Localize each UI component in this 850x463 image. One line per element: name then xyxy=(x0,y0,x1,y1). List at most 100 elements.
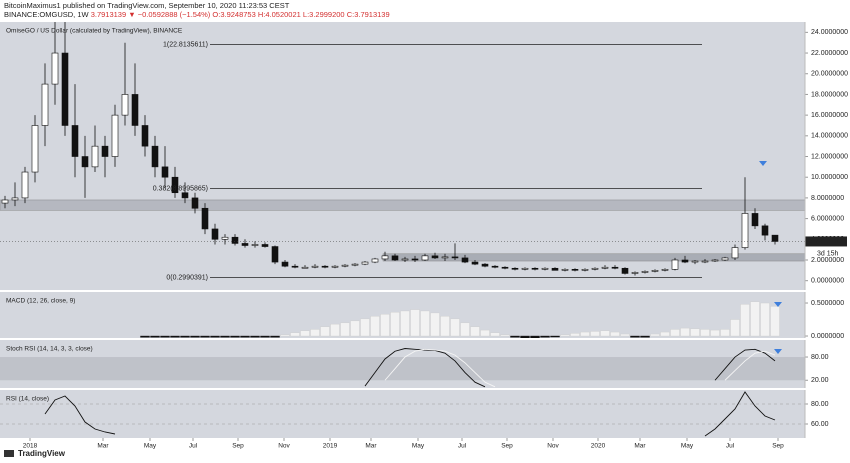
histogram-bar xyxy=(430,312,440,337)
x-tick-label: Nov xyxy=(278,443,290,450)
pane-title: Stoch RSI (14, 14, 3, 3, close) xyxy=(6,346,93,353)
y-tick-label: 16.0000000 xyxy=(811,112,848,119)
histogram-bar xyxy=(180,335,190,338)
candle-body xyxy=(271,246,279,263)
y-tick-label: 6.0000000 xyxy=(811,215,844,222)
candle-body xyxy=(471,261,479,265)
candle-body xyxy=(211,228,219,240)
candle-body xyxy=(141,125,149,147)
candle-body xyxy=(321,265,329,268)
zone xyxy=(0,199,805,211)
y-tick-label: 0.0000000 xyxy=(811,333,844,340)
histogram-bar xyxy=(550,335,560,338)
y-tick-label: 12.0000000 xyxy=(811,153,848,160)
x-tick-label: Jul xyxy=(189,443,198,450)
histogram-bar xyxy=(760,302,770,337)
candle-body xyxy=(361,261,369,265)
marker xyxy=(774,302,782,307)
histogram-bar xyxy=(670,329,680,337)
histogram-bar xyxy=(210,335,220,338)
candle-body xyxy=(21,171,29,199)
histogram-bar xyxy=(750,301,760,337)
y-tick-label: 2.0000000 xyxy=(811,257,844,264)
y-tick-label: 24.0000000 xyxy=(811,29,848,36)
histogram-bar xyxy=(660,331,670,337)
y-tick-label: 20.00 xyxy=(811,377,829,384)
histogram-bar xyxy=(720,329,730,337)
candle-body xyxy=(551,267,559,271)
histogram-bar xyxy=(280,334,290,337)
candle-body xyxy=(31,125,39,173)
histogram-bar xyxy=(590,331,600,337)
candle-body xyxy=(221,236,229,240)
pane xyxy=(0,348,805,388)
candle-body xyxy=(641,271,649,273)
candle-body xyxy=(521,267,529,270)
candle-body xyxy=(301,266,309,269)
histogram-bar xyxy=(740,304,750,337)
histogram-bar xyxy=(530,335,540,338)
price: 3.7913139 xyxy=(91,10,126,19)
candle-body xyxy=(421,255,429,261)
x-tick-label: Sep xyxy=(232,443,244,450)
x-tick-label: Sep xyxy=(501,443,513,450)
histogram-bar xyxy=(150,335,160,338)
histogram-bar xyxy=(160,335,170,338)
histogram-bar xyxy=(540,335,550,338)
histogram-bar xyxy=(480,329,490,337)
histogram-bar xyxy=(200,335,210,338)
candle-body xyxy=(41,83,49,126)
histogram-bar xyxy=(420,310,430,337)
fib-label: 1(22.8135611) xyxy=(163,41,208,48)
candle-body xyxy=(101,145,109,157)
y-tick-label: 20.0000000 xyxy=(811,71,848,78)
candle-body xyxy=(281,261,289,267)
histogram-bar xyxy=(570,333,580,337)
candle-body xyxy=(71,125,79,157)
y-tick-label: 14.0000000 xyxy=(811,133,848,140)
candle-body xyxy=(501,266,509,269)
band xyxy=(0,357,805,381)
y-tick-label: 8.0000000 xyxy=(811,195,844,202)
histogram-bar xyxy=(710,329,720,337)
candle-body xyxy=(381,255,389,260)
histogram-bar xyxy=(270,335,280,338)
histogram-bar xyxy=(230,335,240,338)
histogram-bar xyxy=(560,334,570,337)
histogram-bar xyxy=(390,312,400,337)
x-tick-label: Jul xyxy=(458,443,467,450)
candle-body xyxy=(661,269,669,271)
histogram-bar xyxy=(520,335,530,338)
histogram-bar xyxy=(400,310,410,337)
candle-body xyxy=(671,259,679,270)
change: ▼ −0.0592888 (−1.54%) xyxy=(128,10,211,19)
brand: TradingView xyxy=(18,449,66,458)
candle-body xyxy=(341,264,349,267)
candle-body xyxy=(581,269,589,271)
candle-body xyxy=(731,247,739,259)
histogram-bar xyxy=(380,314,390,337)
marker xyxy=(774,349,782,354)
y-tick-label: 10.0000000 xyxy=(811,174,848,181)
histogram-bar xyxy=(170,335,180,338)
candle-body xyxy=(561,269,569,271)
histogram-bar xyxy=(470,326,480,337)
y-tick-label: 0.0000000 xyxy=(811,278,844,285)
histogram-bar xyxy=(220,335,230,338)
candle-body xyxy=(681,259,689,263)
candle-body xyxy=(621,267,629,274)
histogram-bar xyxy=(350,320,360,337)
histogram-bar xyxy=(440,316,450,337)
candle-body xyxy=(121,94,129,116)
pane-title: RSI (14, close) xyxy=(6,396,49,403)
pane-title: MACD (12, 26, close, 9) xyxy=(6,298,75,305)
candle-body xyxy=(411,258,419,261)
histogram-bar xyxy=(410,309,420,337)
fib-label: 0(0.2990391) xyxy=(166,274,208,281)
candle-body xyxy=(771,234,779,242)
logo xyxy=(4,450,14,457)
publisher: BitcoinMaximus1 published on TradingView… xyxy=(4,1,290,10)
histogram-bar xyxy=(510,335,520,338)
